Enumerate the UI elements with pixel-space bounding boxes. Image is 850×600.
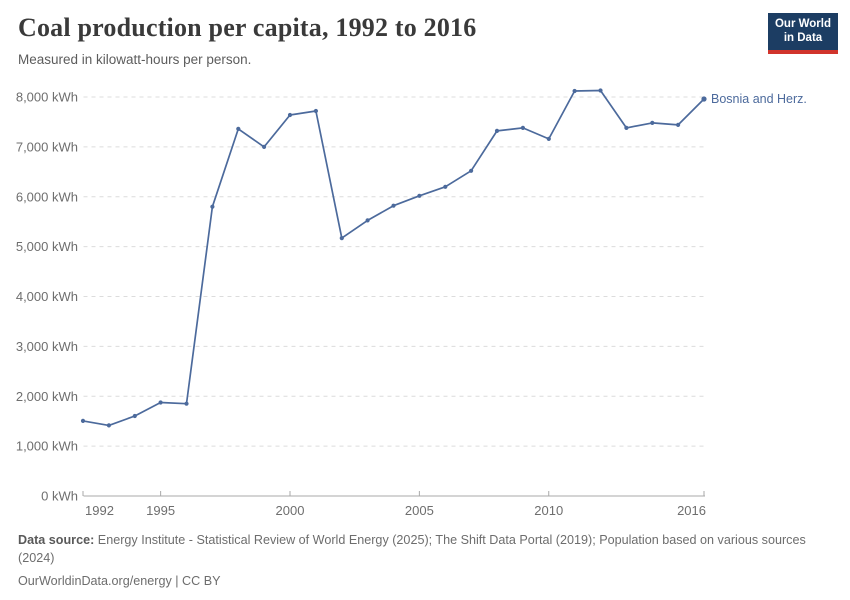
data-point-marker bbox=[701, 96, 707, 102]
data-source-prefix: Data source: bbox=[18, 533, 95, 547]
owid-logo-line1: Our World bbox=[774, 17, 831, 30]
data-point-marker bbox=[184, 401, 189, 406]
y-tick-label: 7,000 kWh bbox=[16, 139, 78, 154]
y-tick-label: 3,000 kWh bbox=[16, 339, 78, 354]
data-point-marker bbox=[287, 112, 293, 118]
y-tick-label: 1,000 kWh bbox=[16, 439, 78, 454]
y-tick-label: 0 kWh bbox=[41, 489, 78, 504]
data-point-marker bbox=[520, 125, 526, 130]
x-tick-label: 2010 bbox=[534, 503, 563, 518]
footer-links-line: OurWorldinData.org/energy | CC BY bbox=[18, 573, 830, 591]
line-chart: 0 kWh 1,000 kWh 2,000 kWh 3,000 kWh 4,000 kW… bbox=[16, 88, 707, 518]
owid-url-link[interactable]: OurWorldinData.org/energy bbox=[18, 573, 172, 588]
data-point-marker bbox=[339, 236, 344, 241]
license-link[interactable]: CC BY bbox=[182, 573, 221, 588]
data-point-marker bbox=[313, 108, 318, 114]
data-point-marker bbox=[417, 193, 422, 198]
x-tick-label: 1995 bbox=[146, 503, 175, 518]
chart-footer: Data source: Energy Institute - Statisti… bbox=[18, 532, 830, 591]
data-point-marker bbox=[210, 204, 215, 209]
series-line bbox=[82, 89, 705, 427]
owid-logo[interactable]: Our World in Data bbox=[768, 13, 838, 54]
data-point-marker bbox=[80, 418, 86, 423]
x-tick-label: 2005 bbox=[405, 503, 434, 518]
data-point-marker bbox=[236, 126, 241, 131]
owid-logo-line2: in Data bbox=[783, 31, 823, 44]
series-label-bosnia-and-herz[interactable]: Bosnia and Herz. bbox=[711, 92, 807, 106]
data-point-marker bbox=[572, 88, 577, 94]
data-point-marker bbox=[106, 423, 111, 428]
y-tick-label: 8,000 kWh bbox=[16, 90, 78, 105]
y-tick-label: 2,000 kWh bbox=[16, 389, 78, 404]
data-point-marker bbox=[262, 144, 267, 149]
x-tick-label: 2000 bbox=[276, 503, 305, 518]
data-point-marker bbox=[624, 125, 629, 130]
chart-title: Coal production per capita, 1992 to 2016 bbox=[18, 13, 477, 42]
data-point-marker bbox=[676, 122, 681, 127]
y-tick-label: 6,000 kWh bbox=[16, 189, 78, 204]
data-point-marker bbox=[494, 128, 500, 133]
data-point-marker bbox=[469, 168, 474, 173]
data-point-marker bbox=[650, 120, 655, 125]
data-point-marker bbox=[365, 218, 370, 223]
data-point-marker bbox=[132, 413, 137, 419]
x-tick-label: 2016 bbox=[677, 503, 706, 518]
y-tick-label: 4,000 kWh bbox=[16, 289, 78, 304]
footer-separator: | bbox=[171, 573, 183, 588]
data-point-marker bbox=[598, 88, 603, 93]
data-point-marker bbox=[443, 184, 448, 189]
data-source-line: Data source: Energy Institute - Statisti… bbox=[18, 532, 830, 568]
data-point-marker bbox=[391, 203, 396, 208]
data-point-marker bbox=[546, 136, 551, 141]
data-point-marker bbox=[158, 400, 163, 405]
x-tick-label: 1992 bbox=[85, 503, 114, 518]
y-tick-label: 5,000 kWh bbox=[16, 239, 78, 254]
chart-subtitle: Measured in kilowatt-hours per person. bbox=[18, 52, 252, 67]
data-source-text: Energy Institute - Statistical Review of… bbox=[18, 533, 806, 565]
